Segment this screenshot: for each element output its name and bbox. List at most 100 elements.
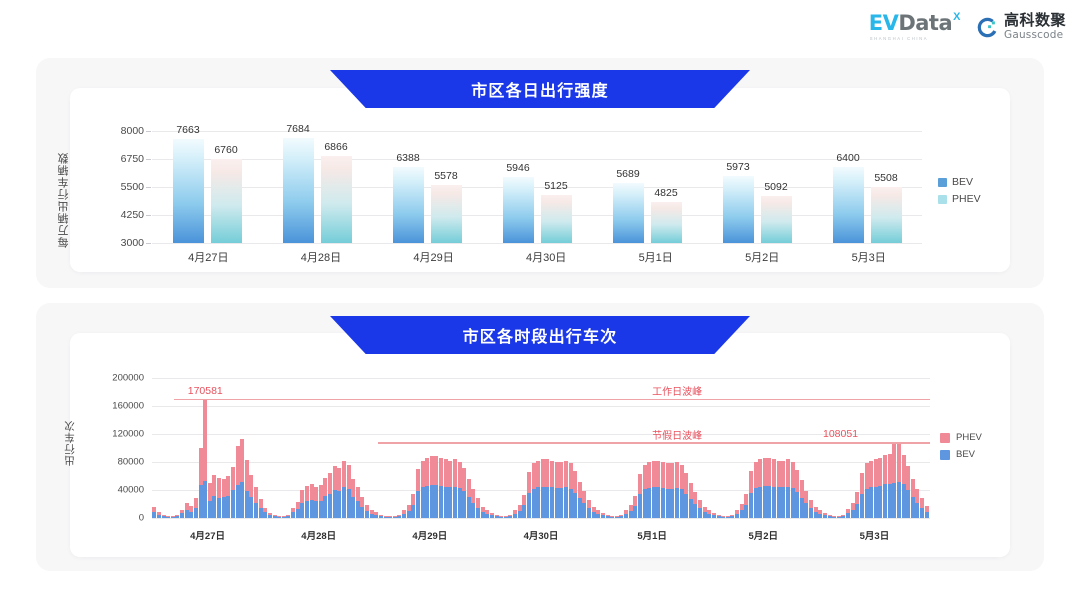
chart2-bar[interactable]	[795, 378, 800, 518]
chart2-bar[interactable]	[892, 378, 897, 518]
chart2-bar[interactable]	[369, 378, 374, 518]
chart2-bar[interactable]	[212, 378, 217, 518]
chart2-bar[interactable]	[910, 378, 915, 518]
chart2-bar[interactable]	[281, 378, 286, 518]
chart2-bar[interactable]	[300, 378, 305, 518]
chart2-bar[interactable]	[758, 378, 763, 518]
chart2-bar[interactable]	[452, 378, 457, 518]
chart2-bar[interactable]	[240, 378, 245, 518]
chart1-bar-bev[interactable]: 6388	[392, 152, 424, 243]
chart1-bar-bev[interactable]: 7684	[282, 123, 314, 243]
chart1-bar-bev[interactable]: 5689	[612, 168, 644, 243]
chart2-bar[interactable]	[536, 378, 541, 518]
chart2-bar[interactable]	[217, 378, 222, 518]
chart2-bar[interactable]	[170, 378, 175, 518]
chart2-bar[interactable]	[735, 378, 740, 518]
chart2-bar[interactable]	[846, 378, 851, 518]
chart1-bar-bev[interactable]: 5946	[502, 162, 534, 243]
chart2-bar[interactable]	[776, 378, 781, 518]
chart2-bar[interactable]	[318, 378, 323, 518]
chart2-bar[interactable]	[341, 378, 346, 518]
chart2-bar[interactable]	[531, 378, 536, 518]
chart2-bar[interactable]	[711, 378, 716, 518]
chart1-bar-bev[interactable]: 7663	[172, 124, 204, 243]
chart2-bar[interactable]	[522, 378, 527, 518]
chart2-bar[interactable]	[540, 378, 545, 518]
chart1-bar-phev[interactable]: 5578	[430, 170, 462, 243]
chart2-bar[interactable]	[466, 378, 471, 518]
chart2-bar[interactable]	[744, 378, 749, 518]
chart2-bar[interactable]	[485, 378, 490, 518]
chart2-bar[interactable]	[152, 378, 157, 518]
chart1-bar-phev[interactable]: 6760	[210, 144, 242, 243]
chart2-bar[interactable]	[230, 378, 235, 518]
chart2-bar[interactable]	[883, 378, 888, 518]
chart2-bar[interactable]	[827, 378, 832, 518]
chart2-bar[interactable]	[517, 378, 522, 518]
chart2-bar[interactable]	[221, 378, 226, 518]
chart1-legend-item[interactable]: PHEV	[938, 193, 981, 205]
chart2-bar[interactable]	[193, 378, 198, 518]
chart2-bar[interactable]	[707, 378, 712, 518]
chart2-bar[interactable]	[295, 378, 300, 518]
chart2-bar[interactable]	[207, 378, 212, 518]
chart2-bar[interactable]	[267, 378, 272, 518]
chart1-bar-phev[interactable]: 5508	[870, 172, 902, 243]
chart2-bar[interactable]	[818, 378, 823, 518]
chart2-bar[interactable]	[901, 378, 906, 518]
chart2-bar[interactable]	[448, 378, 453, 518]
chart2-bar[interactable]	[684, 378, 689, 518]
chart2-bar[interactable]	[832, 378, 837, 518]
chart2-bar[interactable]	[304, 378, 309, 518]
chart2-bar[interactable]	[651, 378, 656, 518]
chart2-bar[interactable]	[226, 378, 231, 518]
chart2-bar[interactable]	[263, 378, 268, 518]
chart2-bar[interactable]	[526, 378, 531, 518]
chart2-bar[interactable]	[688, 378, 693, 518]
chart2-bar[interactable]	[716, 378, 721, 518]
chart2-bar[interactable]	[203, 378, 208, 518]
chart2-bar[interactable]	[906, 378, 911, 518]
chart2-bar[interactable]	[351, 378, 356, 518]
chart2-bar[interactable]	[679, 378, 684, 518]
chart2-bar[interactable]	[402, 378, 407, 518]
chart2-bar[interactable]	[198, 378, 203, 518]
chart2-bar[interactable]	[915, 378, 920, 518]
chart2-bar[interactable]	[545, 378, 550, 518]
chart2-bar[interactable]	[781, 378, 786, 518]
chart2-bar[interactable]	[642, 378, 647, 518]
chart2-bar[interactable]	[258, 378, 263, 518]
chart2-bar[interactable]	[767, 378, 772, 518]
chart2-bar[interactable]	[605, 378, 610, 518]
chart2-bar[interactable]	[360, 378, 365, 518]
chart2-bar[interactable]	[628, 378, 633, 518]
chart2-bar[interactable]	[873, 378, 878, 518]
chart2-bar[interactable]	[156, 378, 161, 518]
chart2-bar[interactable]	[314, 378, 319, 518]
chart1-bar-phev[interactable]: 5125	[540, 180, 572, 243]
chart2-bar[interactable]	[887, 378, 892, 518]
chart2-bar[interactable]	[550, 378, 555, 518]
chart2-bar[interactable]	[476, 378, 481, 518]
chart2-bar[interactable]	[748, 378, 753, 518]
chart2-bar[interactable]	[661, 378, 666, 518]
chart2-bar[interactable]	[286, 378, 291, 518]
chart2-bar[interactable]	[337, 378, 342, 518]
chart2-bar[interactable]	[184, 378, 189, 518]
chart2-bar[interactable]	[693, 378, 698, 518]
chart2-bar[interactable]	[425, 378, 430, 518]
chart2-bar[interactable]	[698, 378, 703, 518]
chart2-bar[interactable]	[721, 378, 726, 518]
chart2-bar[interactable]	[799, 378, 804, 518]
chart2-bar[interactable]	[378, 378, 383, 518]
chart2-bar[interactable]	[355, 378, 360, 518]
chart2-bar[interactable]	[434, 378, 439, 518]
chart2-bar[interactable]	[388, 378, 393, 518]
chart2-bar[interactable]	[813, 378, 818, 518]
chart2-bar[interactable]	[804, 378, 809, 518]
chart2-bar[interactable]	[920, 378, 925, 518]
chart2-bar[interactable]	[624, 378, 629, 518]
chart2-bar[interactable]	[383, 378, 388, 518]
chart2-bar[interactable]	[762, 378, 767, 518]
chart2-bar[interactable]	[591, 378, 596, 518]
